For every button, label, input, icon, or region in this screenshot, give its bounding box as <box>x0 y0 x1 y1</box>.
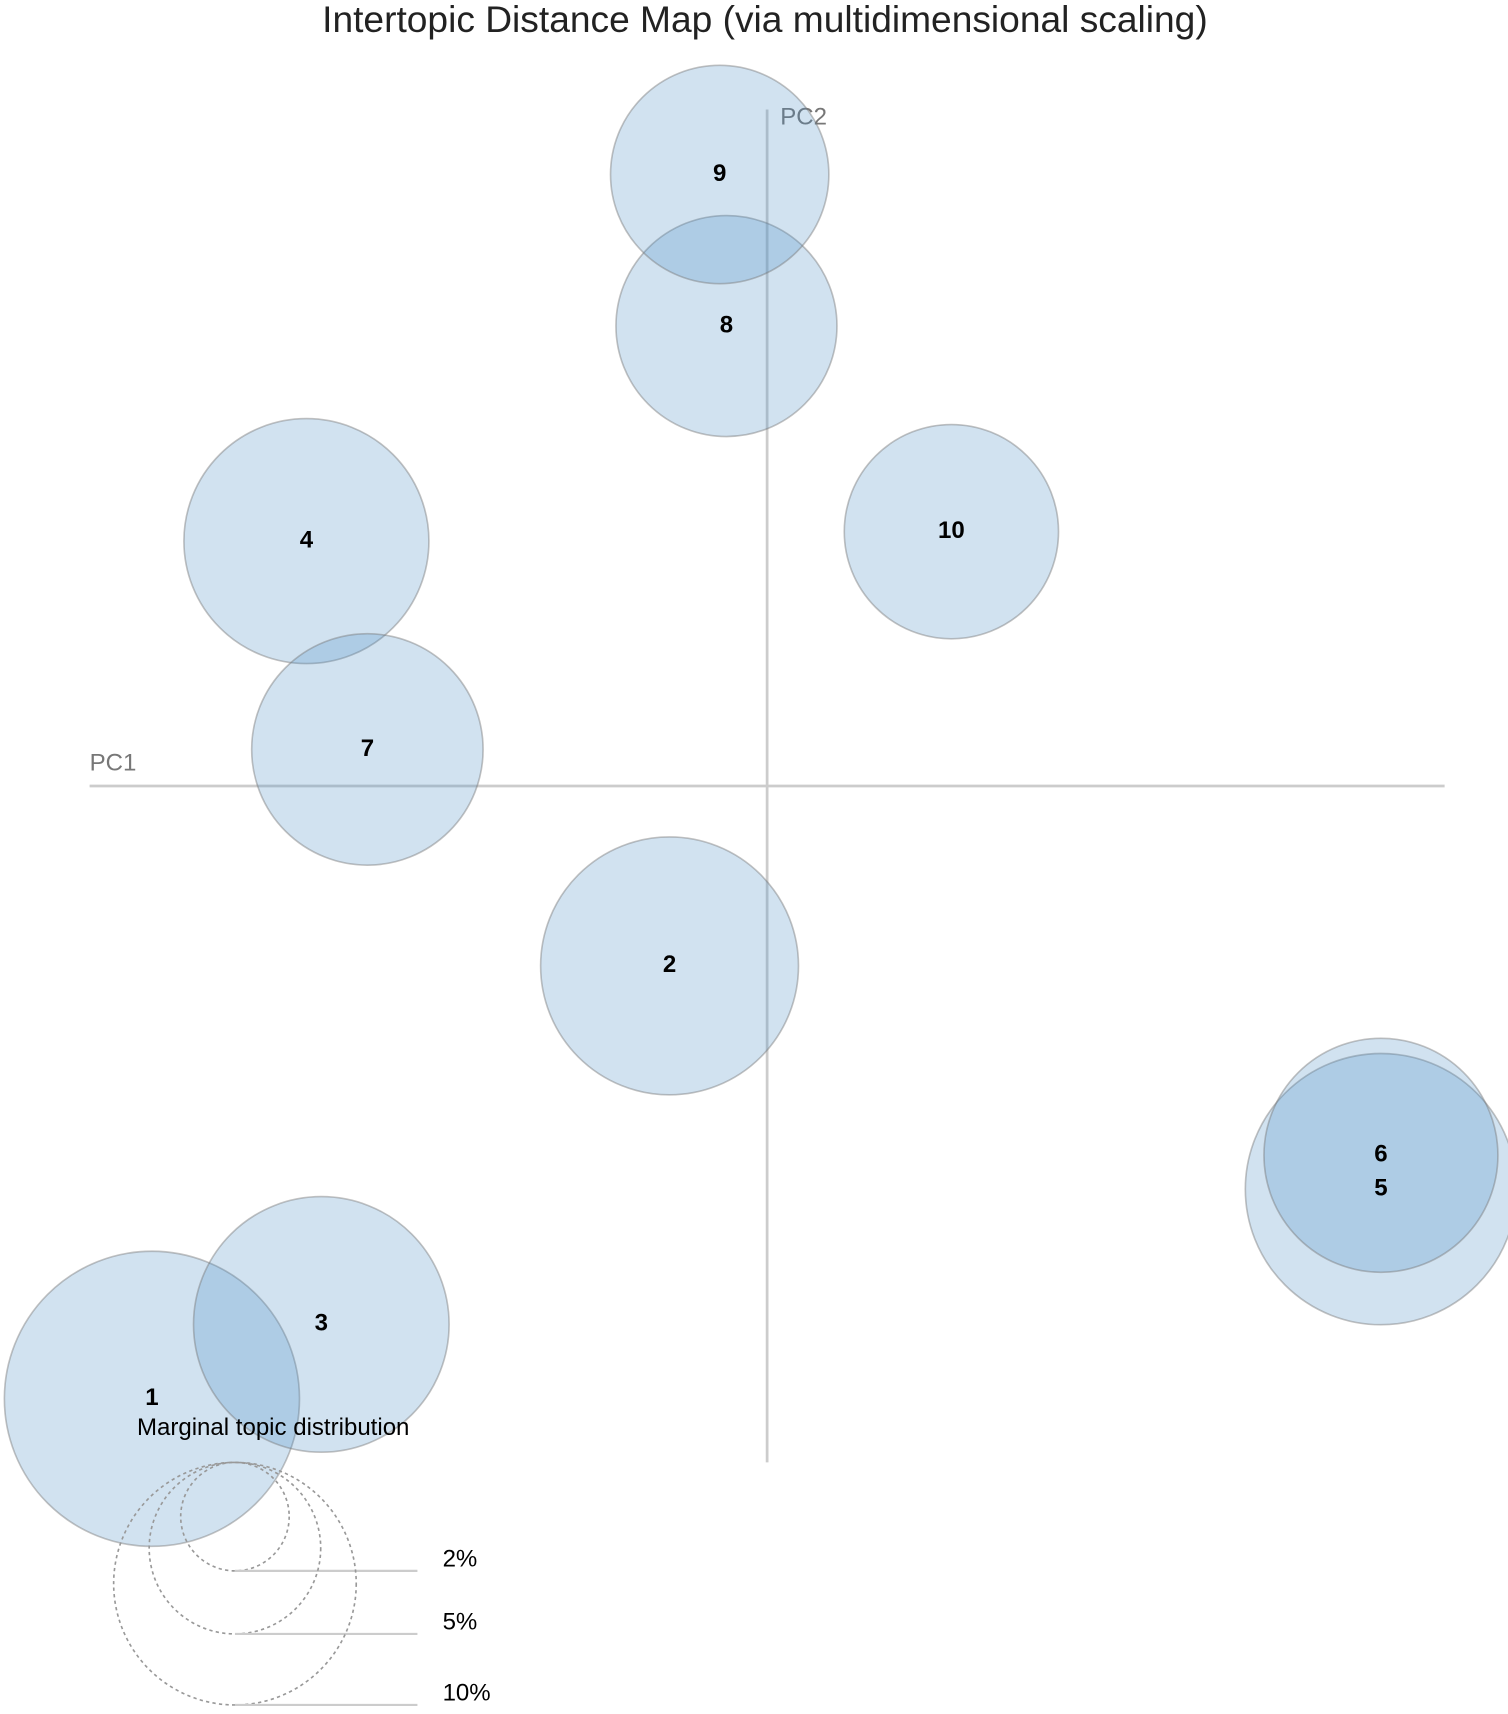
topic-label: 4 <box>300 526 314 553</box>
topic-label: 7 <box>361 735 374 762</box>
y-axis-label: PC2 <box>780 104 827 131</box>
topic-bubble <box>1244 1052 1508 1326</box>
legend-label: 2% <box>443 1545 478 1572</box>
topic-label: 2 <box>663 951 676 978</box>
topic-label: 6 <box>1374 1141 1387 1168</box>
chart-title: Intertopic Distance Map (via multidimens… <box>322 0 1208 40</box>
topic-bubble <box>609 64 830 285</box>
topic-bubble <box>3 1250 301 1548</box>
topic-label: 9 <box>713 160 726 187</box>
topic-label: 5 <box>1374 1174 1387 1201</box>
topic-bubble <box>250 632 484 866</box>
topic-label: 1 <box>145 1384 158 1411</box>
legend-title: Marginal topic distribution <box>137 1414 410 1441</box>
topic-bubble <box>615 214 838 438</box>
topic-bubble <box>192 1195 450 1454</box>
legend-circle <box>148 1461 322 1635</box>
topic-bubble <box>1263 1037 1499 1274</box>
topic-bubble <box>539 836 800 1096</box>
topic-bubble <box>183 417 430 665</box>
legend-label: 10% <box>443 1679 491 1706</box>
legend-label: 5% <box>443 1608 478 1635</box>
x-axis-label: PC1 <box>90 749 137 776</box>
topic-label: 10 <box>938 517 965 544</box>
topic-label: 8 <box>720 311 733 338</box>
topic-bubble <box>843 423 1060 640</box>
topic-label: 3 <box>315 1310 328 1337</box>
